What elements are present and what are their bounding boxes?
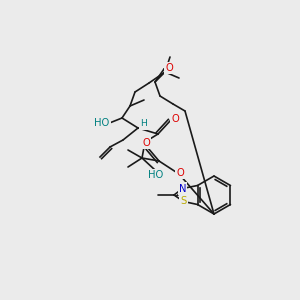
Text: HO: HO xyxy=(94,118,110,128)
Text: O: O xyxy=(165,63,173,73)
Text: O: O xyxy=(176,168,184,178)
Text: S: S xyxy=(180,196,187,206)
Text: N: N xyxy=(179,184,186,194)
Text: H: H xyxy=(141,119,147,128)
Text: O: O xyxy=(142,138,150,148)
Text: O: O xyxy=(171,114,179,124)
Text: HO: HO xyxy=(148,170,164,180)
